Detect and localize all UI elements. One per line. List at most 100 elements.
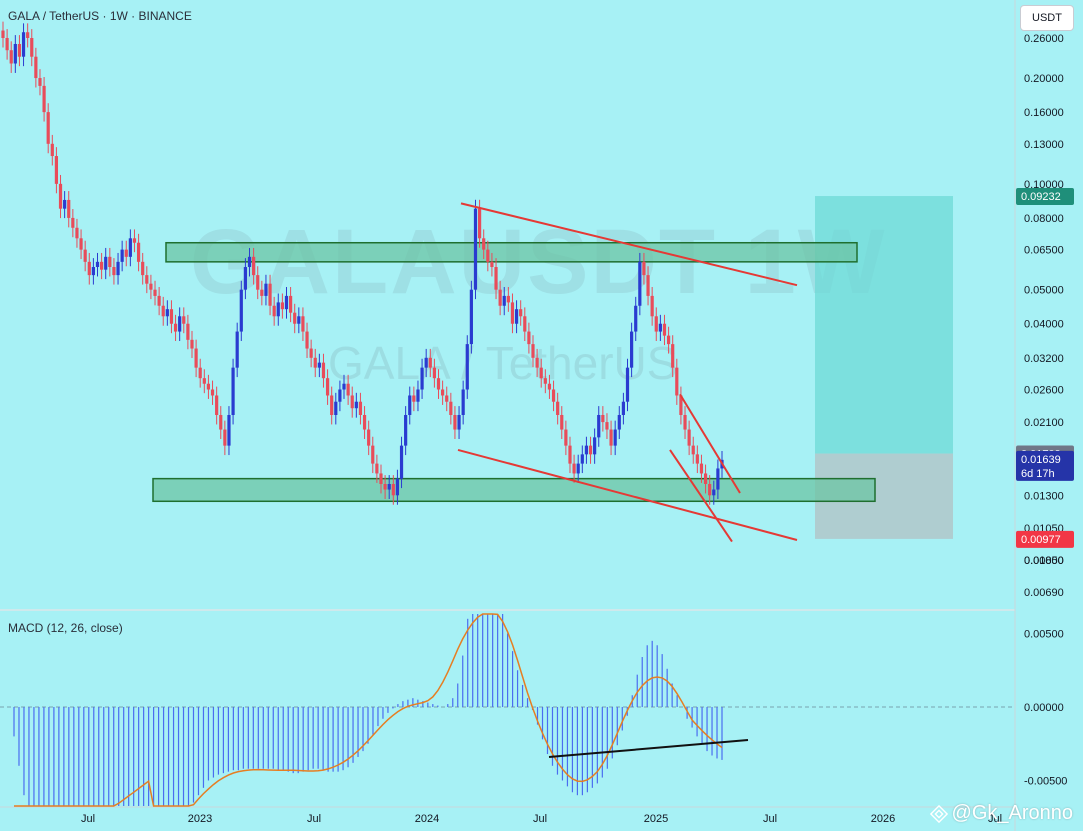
time-tick-label: Jul — [533, 813, 547, 825]
candle-body — [486, 249, 490, 262]
price-tick-label: 0.01300 — [1024, 490, 1064, 502]
candle-body — [408, 395, 412, 415]
candle-body — [666, 335, 671, 345]
candle-body — [321, 362, 326, 379]
candle-body — [63, 199, 67, 209]
price-label-countdown: 6d 17h — [1021, 468, 1055, 480]
candle-body — [391, 483, 395, 496]
support-zone — [152, 477, 876, 503]
candle-body — [654, 316, 658, 332]
candle-body — [284, 295, 289, 310]
candle-body — [141, 261, 145, 276]
candle-body — [145, 275, 149, 284]
candle-body — [120, 249, 124, 262]
candle-body — [165, 309, 169, 317]
candle-body — [510, 302, 515, 324]
candle-body — [687, 429, 691, 446]
price-label-text-stop: 0.00977 — [1021, 534, 1061, 546]
wedge-upper-line — [679, 393, 741, 494]
candle-body — [469, 289, 473, 345]
time-tick-label: Jul — [988, 813, 1002, 825]
candle-body — [358, 401, 363, 415]
time-tick-label: 2026 — [871, 813, 895, 825]
candle-body — [634, 305, 638, 332]
candle-body — [630, 331, 634, 368]
candle-body — [313, 357, 317, 368]
chart-header-title[interactable]: GALA / TetherUS · 1W · BINANCE — [8, 9, 192, 23]
candle-body — [638, 261, 642, 306]
candle-body — [580, 454, 584, 464]
candle-body — [17, 43, 22, 57]
candle-body — [1, 30, 5, 38]
candle-body — [100, 261, 104, 270]
candle-body — [178, 316, 182, 332]
candle-body — [465, 344, 469, 390]
candle-body — [716, 468, 720, 490]
candle-body — [556, 401, 560, 415]
candle-body — [453, 414, 457, 430]
candle-body — [601, 414, 605, 423]
candle-body — [276, 302, 280, 317]
candle-body — [206, 383, 211, 390]
candle-body — [473, 208, 478, 290]
price-tick-label: 0.10000 — [1024, 179, 1064, 191]
candle-body — [190, 339, 194, 349]
candle-body — [243, 267, 248, 290]
candle-body — [506, 295, 510, 303]
candle-body — [235, 331, 239, 368]
candle-body — [375, 463, 379, 474]
candle-body — [691, 445, 695, 455]
candle-body — [416, 389, 420, 402]
price-tick-label: 0.26000 — [1024, 33, 1064, 45]
candle-body — [617, 414, 621, 430]
candle-body — [210, 389, 215, 396]
candle-body — [412, 395, 416, 402]
candle-body — [46, 112, 50, 144]
candle-body — [399, 445, 404, 479]
time-tick-label: Jul — [307, 813, 321, 825]
candle-body — [613, 429, 617, 446]
diamond-logo-icon — [929, 804, 948, 823]
macd-divergence-line — [548, 739, 749, 758]
price-tick-label: 0.00690 — [1024, 587, 1064, 599]
candle-body — [519, 309, 523, 317]
candle-body — [490, 261, 494, 268]
candle-body — [424, 357, 428, 368]
candle-body — [498, 289, 502, 306]
wedge-lower-line — [669, 449, 733, 543]
candle-body — [293, 312, 297, 324]
candle-body — [186, 323, 190, 340]
price-tick-label: 0.08000 — [1024, 213, 1064, 225]
price-tick-label: 0.00850 — [1024, 555, 1064, 567]
candle-body — [38, 78, 42, 86]
candle-body — [268, 283, 272, 306]
candle-body — [441, 389, 445, 396]
candle-body — [83, 249, 87, 262]
price-label-stop — [1016, 530, 1074, 548]
candle-body — [219, 414, 223, 430]
candle-body — [198, 367, 202, 379]
candle-body — [116, 261, 120, 276]
macd-tick-label: 0.01000 — [1024, 555, 1064, 567]
candle-body — [132, 238, 137, 243]
candle-body — [58, 183, 63, 209]
candle-body — [461, 389, 465, 415]
candle-body — [5, 38, 9, 51]
candle-body — [588, 445, 593, 455]
candle-body — [342, 383, 346, 390]
candle-body — [75, 227, 79, 239]
candle-body — [309, 348, 313, 358]
upper-channel-line — [460, 202, 798, 287]
candle-body — [153, 289, 157, 296]
candle-body — [87, 261, 91, 276]
candle-body — [21, 32, 26, 57]
candle-body — [658, 323, 662, 332]
price-tick-label: 0.03200 — [1024, 353, 1064, 365]
macd-indicator-title[interactable]: MACD (12, 26, close) — [8, 621, 123, 635]
candle-body — [699, 463, 704, 474]
candle-body — [671, 344, 675, 368]
currency-button[interactable]: USDT — [1020, 5, 1074, 31]
candle-body — [367, 429, 371, 446]
